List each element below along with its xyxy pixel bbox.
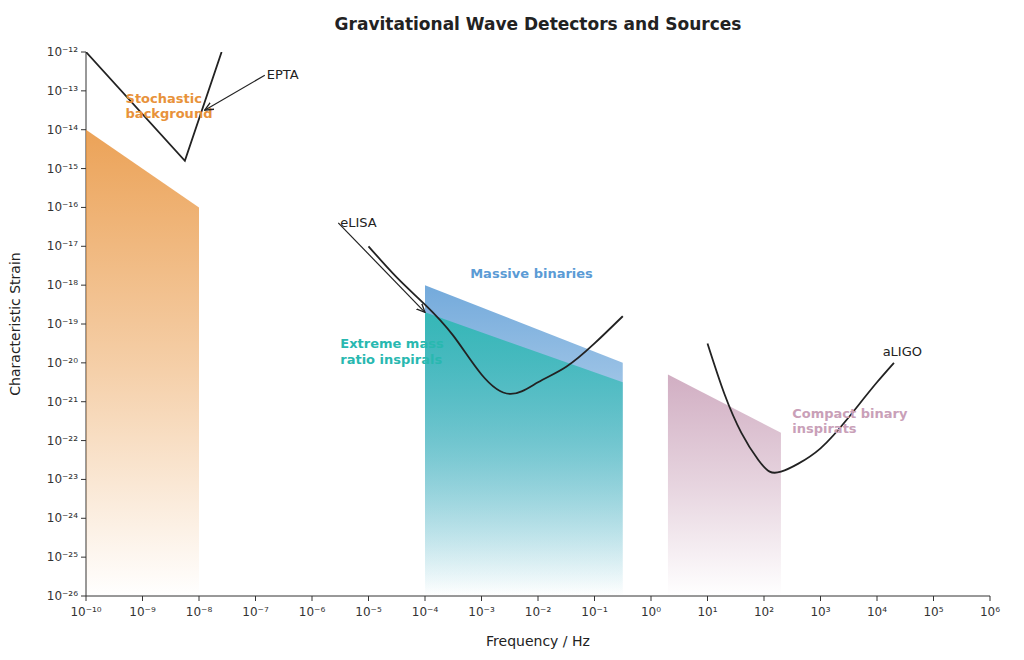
x-tick: [199, 596, 200, 601]
sensitivity-curve: [369, 246, 623, 394]
y-tick: [81, 362, 86, 363]
curve-label: EPTA: [267, 67, 299, 82]
y-tick: [81, 518, 86, 519]
y-tick-label: 10⁻¹⁴: [47, 123, 78, 137]
y-tick-label: 10⁻²²: [47, 434, 78, 448]
x-tick-label: 10⁻¹⁰: [70, 605, 101, 619]
x-tick-label: 10⁻⁹: [129, 605, 156, 619]
x-tick: [142, 596, 143, 601]
curve-label: aLIGO: [883, 344, 922, 359]
sensitivity-curve: [86, 52, 222, 161]
x-axis-label: Frequency / Hz: [486, 633, 590, 649]
y-tick: [81, 479, 86, 480]
y-tick-label: 10⁻¹⁸: [47, 278, 78, 292]
x-tick-label: 10¹: [697, 605, 717, 619]
x-tick: [933, 596, 934, 601]
x-tick: [594, 596, 595, 601]
x-tick: [877, 596, 878, 601]
x-tick: [481, 596, 482, 601]
y-tick-label: 10⁻¹⁶: [47, 200, 78, 214]
x-tick: [651, 596, 652, 601]
y-tick: [81, 285, 86, 286]
x-tick-label: 10⁻⁵: [355, 605, 382, 619]
x-tick-label: 10⁻⁴: [412, 605, 439, 619]
y-tick-label: 10⁻¹⁹: [47, 317, 78, 331]
x-tick-label: 10³: [810, 605, 830, 619]
x-tick: [764, 596, 765, 601]
region-label: Stochasticbackground: [126, 91, 213, 122]
x-tick: [538, 596, 539, 601]
y-tick: [81, 324, 86, 325]
x-tick-label: 10²: [754, 605, 774, 619]
source-region: [425, 285, 623, 596]
x-tick: [368, 596, 369, 601]
x-tick-label: 10⁻³: [468, 605, 495, 619]
annotation-arrow: [338, 223, 425, 312]
x-tick-label: 10⁻⁸: [186, 605, 213, 619]
y-tick-label: 10⁻²⁴: [47, 511, 78, 525]
chart: Gravitational Wave Detectors and Sources…: [0, 0, 1024, 660]
region-label: Massive binaries: [470, 266, 593, 281]
title: Gravitational Wave Detectors and Sources: [335, 14, 742, 34]
x-tick: [86, 596, 87, 601]
y-tick: [81, 52, 86, 53]
x-tick-label: 10⁻⁷: [242, 605, 269, 619]
y-tick-label: 10⁻²⁰: [47, 356, 78, 370]
y-tick: [81, 129, 86, 130]
x-tick: [255, 596, 256, 601]
y-tick: [81, 90, 86, 91]
x-tick-label: 10⁻¹: [581, 605, 608, 619]
y-tick-label: 10⁻¹²: [47, 45, 78, 59]
y-tick: [81, 557, 86, 558]
y-tick: [81, 596, 86, 597]
y-tick-label: 10⁻²³: [47, 472, 78, 486]
y-tick-label: 10⁻²⁶: [47, 589, 78, 603]
source-region: [668, 375, 781, 596]
y-tick-label: 10⁻¹³: [47, 84, 78, 98]
region-label: Extreme massratio inspirals: [340, 336, 444, 367]
source-region: [86, 130, 199, 596]
y-tick-label: 10⁻²⁵: [47, 550, 78, 564]
x-tick: [312, 596, 313, 601]
y-tick: [81, 401, 86, 402]
x-tick-label: 10⁰: [641, 605, 661, 619]
y-axis-label: Characteristic Strain: [7, 252, 23, 395]
y-tick: [81, 168, 86, 169]
source-region: [425, 312, 623, 596]
x-tick-label: 10⁴: [867, 605, 887, 619]
labels: Stochasticbackground Massive binaries Extr…: [126, 67, 922, 436]
x-tick-label: 10⁻²: [525, 605, 552, 619]
x-tick: [425, 596, 426, 601]
x-tick: [820, 596, 821, 601]
annotation-arrow: [205, 75, 265, 110]
y-tick-label: 10⁻¹⁵: [47, 162, 78, 176]
plot-area: [86, 52, 894, 596]
region-label: Compact binaryinspirats: [792, 406, 908, 437]
y-tick-label: 10⁻²¹: [47, 395, 78, 409]
y-tick: [81, 246, 86, 247]
y-tick-label: 10⁻¹⁷: [47, 239, 78, 253]
x-tick-label: 10⁵: [923, 605, 943, 619]
y-tick: [81, 440, 86, 441]
y-tick: [81, 207, 86, 208]
x-tick-label: 10⁻⁶: [299, 605, 326, 619]
x-tick-label: 10⁶: [980, 605, 1000, 619]
curve-label: eLISA: [340, 215, 377, 230]
x-tick: [990, 596, 991, 601]
x-tick: [707, 596, 708, 601]
